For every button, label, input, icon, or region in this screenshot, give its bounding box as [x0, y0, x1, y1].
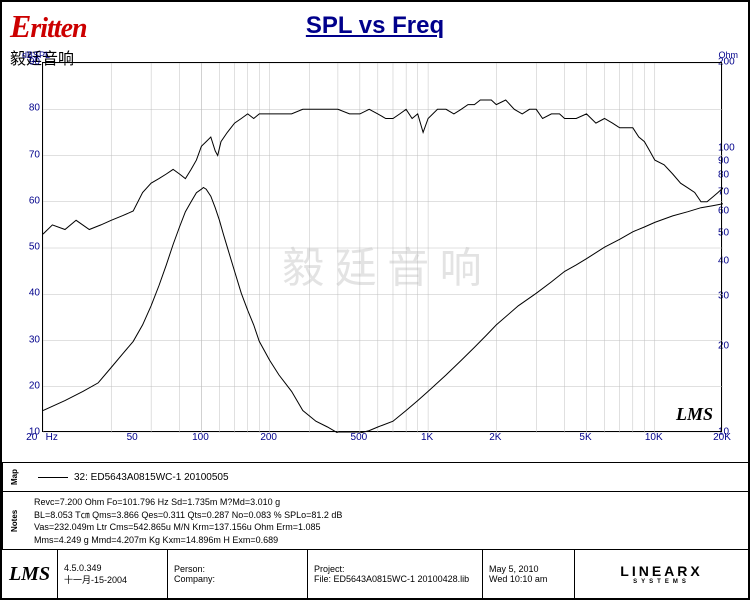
- watermark-text: 毅 廷 音 响: [282, 235, 482, 296]
- chart-title: SPL vs Freq: [306, 12, 444, 40]
- app-frame: Eritten 毅廷音响 SPL vs Freq dBSPL Ohm 10203…: [0, 0, 750, 600]
- footer-brand-sub: SYSTEMS: [633, 579, 690, 585]
- notes-row: Notes Revc=7.200 Ohm Fo=101.796 Hz Sd=1.…: [2, 492, 748, 550]
- footer-brand: LINEARX: [620, 563, 702, 579]
- footer-date: May 5, 2010: [489, 564, 568, 574]
- footer-time: Wed 10:10 am: [489, 574, 568, 584]
- footer-version-date: 十一月-15-2004: [64, 573, 161, 586]
- y-ticks-left: 102030405060708090: [24, 62, 40, 432]
- footer-person-cell: Person: Company:: [168, 550, 308, 598]
- footer-version-cell: 4.5.0.349 十一月-15-2004: [58, 550, 168, 598]
- notes-line-3: Vas=232.049m Ltr Cms=542.865u M/N Krm=13…: [34, 521, 740, 534]
- footer-bar: LMS 4.5.0.349 十一月-15-2004 Person: Compan…: [2, 550, 748, 598]
- footer-brand-cell: LINEARX SYSTEMS: [575, 550, 748, 598]
- notes-content: Revc=7.200 Ohm Fo=101.796 Hz Sd=1.735m M…: [26, 492, 748, 549]
- footer-project: Project:: [314, 564, 476, 574]
- x-ticks: 20 Hz501002005001K2K5K10K20K: [42, 432, 722, 448]
- footer-version: 4.5.0.349: [64, 563, 161, 573]
- logo-text: Eritten: [10, 8, 87, 45]
- footer-lms-badge: LMS: [2, 550, 58, 598]
- footer-company: Company:: [174, 574, 301, 584]
- notes-line-2: BL=8.053 T㎝ Qms=3.866 Qes=0.311 Qts=0.28…: [34, 509, 740, 522]
- footer-date-cell: May 5, 2010 Wed 10:10 am: [483, 550, 575, 598]
- notes-line-1: Revc=7.200 Ohm Fo=101.796 Hz Sd=1.735m M…: [34, 496, 740, 509]
- notes-label: Notes: [2, 492, 26, 549]
- chart-badge: LMS: [676, 404, 713, 425]
- chart-plot-area: 毅 廷 音 响 LMS: [42, 62, 722, 432]
- legend-label: Map: [2, 463, 26, 491]
- footer-project-cell: Project: File: ED5643A0815WC-1 20100428.…: [308, 550, 483, 598]
- notes-line-4: Mms=4.249 g Mmd=4.207m Kg Kxm=14.896m H …: [34, 534, 740, 547]
- footer-file: File: ED5643A0815WC-1 20100428.lib: [314, 574, 476, 584]
- legend-text: 32: ED5643A0815WC-1 20100505: [74, 472, 229, 483]
- legend-content: 32: ED5643A0815WC-1 20100505: [26, 463, 748, 491]
- legend-line-icon: [38, 477, 68, 478]
- footer-person: Person:: [174, 564, 301, 574]
- legend-row: Map 32: ED5643A0815WC-1 20100505: [2, 462, 748, 492]
